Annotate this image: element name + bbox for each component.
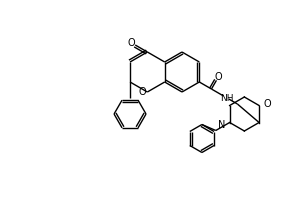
Text: NH: NH bbox=[220, 94, 234, 103]
Text: O: O bbox=[263, 99, 271, 109]
Text: O: O bbox=[128, 38, 136, 48]
Text: O: O bbox=[139, 87, 146, 97]
Text: N: N bbox=[218, 120, 226, 130]
Text: O: O bbox=[214, 72, 222, 82]
